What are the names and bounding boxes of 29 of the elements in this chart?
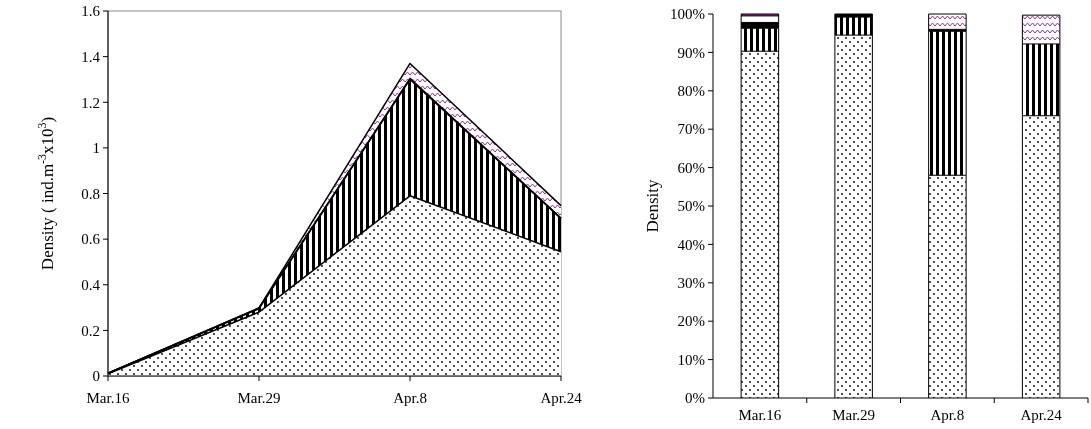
y-tick-label: 1: [92, 140, 100, 157]
y-tick-label: 0%: [685, 390, 705, 407]
y-tick-label: 1.6: [81, 3, 101, 20]
y-tick-label: 0.8: [81, 185, 100, 202]
y-tick-label: 90%: [677, 44, 705, 61]
x-tick-label: Apr.8: [930, 407, 965, 423]
x-tick-label: Mar.29: [237, 390, 281, 406]
y-tick-label: 1.2: [81, 94, 100, 111]
x-tick-label: Mar.29: [832, 407, 876, 423]
x-tick-label: Mar.16: [738, 407, 782, 423]
x-tick-label: Apr.8: [393, 390, 427, 406]
x-tick-label: Apr.24: [1020, 407, 1063, 423]
y-tick-label: 0.4: [81, 277, 101, 293]
y-tick-label: 60%: [677, 159, 705, 176]
y-tick-label: 10%: [677, 351, 705, 368]
y-axis-title: Density: [643, 179, 662, 233]
y-tick-label: 0: [92, 368, 100, 385]
y-tick-label: 70%: [677, 121, 705, 138]
y-tick-label: 0.2: [81, 322, 100, 339]
y-tick-label: 100%: [670, 6, 705, 23]
x-tick-label: Mar.16: [86, 390, 130, 406]
y-tick-label: 0.6: [81, 231, 101, 248]
y-tick-label: 40%: [677, 236, 705, 253]
y-tick-label: 1.4: [81, 48, 101, 65]
y-tick-label: 20%: [677, 313, 705, 330]
y-tick-label: 80%: [677, 83, 705, 100]
y-tick-label: 30%: [677, 275, 705, 292]
x-tick-label: Apr.24: [540, 390, 583, 406]
y-tick-label: 50%: [677, 198, 705, 215]
